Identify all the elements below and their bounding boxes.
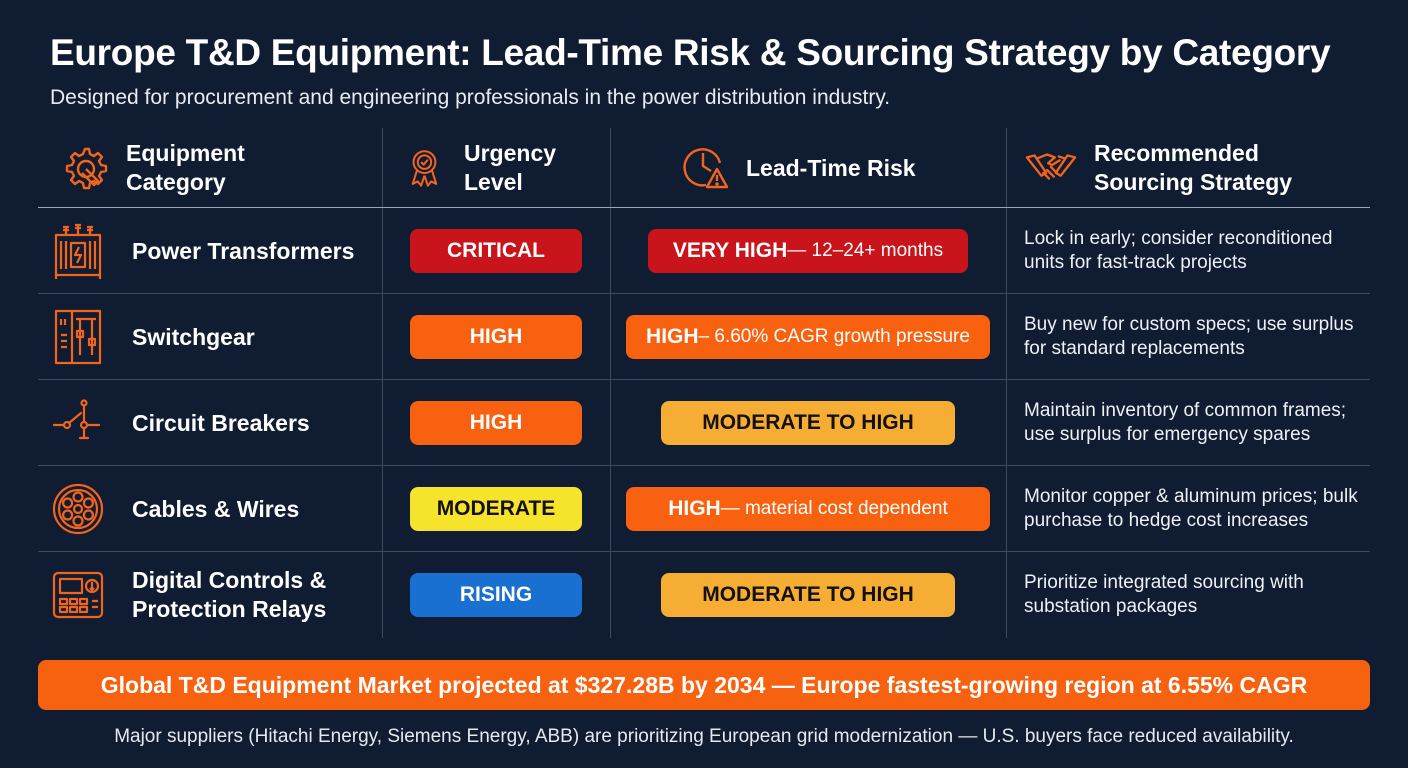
header-strategy-line2: Sourcing Strategy	[1094, 169, 1293, 195]
table-row: Switchgear HIGH HIGH – 6.60% CAGR growth…	[38, 294, 1370, 380]
risk-level: VERY HIGH	[672, 239, 788, 262]
risk-badge: VERY HIGH — 12–24+ months	[648, 229, 968, 273]
category-name: Circuit Breakers	[132, 409, 310, 436]
cable-icon	[52, 483, 104, 535]
category-name-line2: Protection Relays	[132, 596, 327, 622]
header-urgency-line1: Urgency	[464, 140, 557, 166]
category-name: Cables & Wires	[132, 495, 300, 522]
page-subtitle: Designed for procurement and engineering…	[50, 86, 891, 109]
header-equipment-category: Equipment Category	[60, 128, 245, 208]
header-urgency-level: Urgency Level	[406, 128, 556, 208]
risk-badge: MODERATE TO HIGH	[661, 573, 955, 617]
market-banner: Global T&D Equipment Market projected at…	[38, 660, 1370, 710]
column-divider	[382, 128, 383, 638]
header-category-line1: Equipment	[126, 140, 245, 166]
header-sourcing-strategy: Recommended Sourcing Strategy	[1024, 128, 1292, 208]
switchgear-icon	[54, 309, 102, 365]
strategy-text: Maintain inventory of common frames; use…	[1024, 400, 1347, 445]
table-row: Digital Controls & Protection Relays RIS…	[38, 552, 1370, 638]
circuit-breaker-icon	[52, 399, 101, 440]
row-divider	[38, 293, 1370, 294]
handshake-icon	[1025, 153, 1077, 180]
risk-level: MODERATE TO HIGH	[702, 583, 914, 606]
transformer-icon	[54, 223, 102, 279]
category-name-line1: Digital Controls &	[132, 567, 327, 593]
urgency-badge: HIGH	[410, 401, 582, 445]
risk-level: HIGH	[646, 325, 699, 348]
category-cell: Circuit Breakers	[52, 380, 310, 466]
row-divider	[38, 551, 1370, 552]
strategy-text: Monitor copper & aluminum prices; bulk p…	[1024, 486, 1358, 531]
category-cell: Power Transformers	[52, 208, 354, 294]
urgency-badge: RISING	[410, 573, 582, 617]
category-cell: Switchgear	[52, 294, 255, 380]
risk-badge: MODERATE TO HIGH	[661, 401, 955, 445]
table-row: Cables & Wires MODERATE HIGH — material …	[38, 466, 1370, 552]
risk-level: MODERATE TO HIGH	[702, 411, 914, 434]
risk-level: HIGH	[668, 497, 721, 520]
header-category-line2: Category	[126, 169, 226, 195]
urgency-badge: HIGH	[410, 315, 582, 359]
category-cell: Digital Controls & Protection Relays	[52, 552, 326, 638]
risk-badge: HIGH — material cost dependent	[626, 487, 990, 531]
urgency-badge: CRITICAL	[410, 229, 582, 273]
urgency-badge: MODERATE	[410, 487, 582, 531]
category-name: Power Transformers	[132, 237, 355, 264]
header-divider	[38, 207, 1370, 208]
relay-panel-icon	[52, 571, 104, 619]
category-cell: Cables & Wires	[52, 466, 299, 552]
header-strategy-line1: Recommended	[1094, 140, 1259, 166]
risk-badge: HIGH – 6.60% CAGR growth pressure	[626, 315, 990, 359]
header-risk-label: Lead-Time Risk	[746, 154, 916, 181]
table-row: Circuit Breakers HIGH MODERATE TO HIGH M…	[38, 380, 1370, 466]
table-row: Power Transformers CRITICAL VERY HIGH — …	[38, 208, 1370, 294]
risk-detail: – 6.60% CAGR growth pressure	[698, 326, 970, 347]
header-lead-time-risk: Lead-Time Risk	[680, 128, 916, 208]
page-title: Europe T&D Equipment: Lead-Time Risk & S…	[50, 32, 1331, 73]
risk-detail: — 12–24+ months	[787, 240, 944, 261]
column-divider	[1006, 128, 1007, 638]
strategy-text: Buy new for custom specs; use surplus fo…	[1024, 314, 1354, 359]
category-name: Switchgear	[132, 323, 255, 350]
clock-warning-icon	[683, 148, 729, 189]
strategy-text: Prioritize integrated sourcing with subs…	[1024, 572, 1304, 617]
gear-wrench-icon	[65, 147, 108, 190]
row-divider	[38, 379, 1370, 380]
row-divider	[38, 465, 1370, 466]
header-urgency-line2: Level	[464, 169, 523, 195]
sourcing-table: Equipment Category Urgency Level	[38, 128, 1370, 638]
strategy-text: Lock in early; consider reconditioned un…	[1024, 228, 1333, 273]
award-ribbon-icon	[411, 150, 438, 187]
column-divider	[610, 128, 611, 638]
risk-detail: — material cost dependent	[720, 498, 948, 519]
footer-note: Major suppliers (Hitachi Energy, Siemens…	[114, 726, 1294, 747]
